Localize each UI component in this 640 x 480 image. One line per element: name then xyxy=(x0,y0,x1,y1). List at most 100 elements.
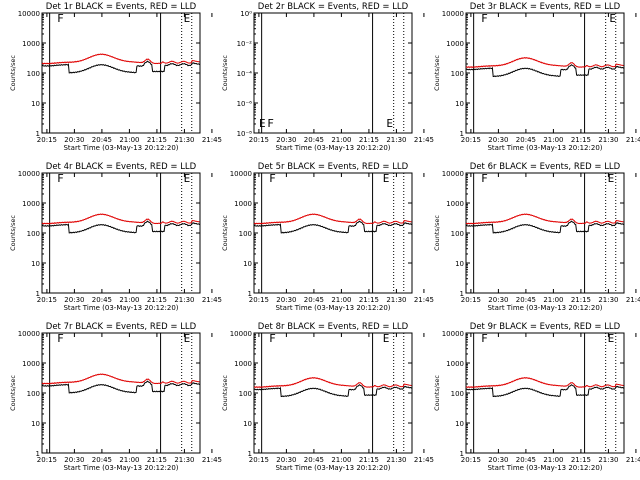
series-events xyxy=(41,60,200,74)
y-tick-label: 1 xyxy=(248,290,252,298)
x-tick-label: 21:45 xyxy=(414,456,434,464)
x-axis-label: Start Time (03-May-13 20:12:20) xyxy=(63,464,178,472)
event-marker-F: F xyxy=(267,117,274,130)
x-tick-label: 20:15 xyxy=(37,136,57,144)
event-marker-E: E xyxy=(259,117,266,130)
x-tick-label: 20:15 xyxy=(461,456,481,464)
y-tick-label: 10 xyxy=(31,420,40,428)
x-tick-label: 21:00 xyxy=(119,456,139,464)
x-tick-label: 20:15 xyxy=(37,456,57,464)
y-tick-label: 1000 xyxy=(446,360,464,368)
x-tick-label: 21:00 xyxy=(543,456,563,464)
y-tick-label: 10⁻⁶ xyxy=(237,100,253,108)
series-events xyxy=(253,220,412,234)
series-lld xyxy=(465,56,624,69)
panel-title: Det 2r BLACK = Events, RED = LLD xyxy=(258,2,409,12)
panel-det-3r: Det 3r BLACK = Events, RED = LLD 20:15 20:… xyxy=(433,2,640,152)
x-axis-label: Start Time (03-May-13 20:12:20) xyxy=(487,304,602,312)
x-tick-label: 21:15 xyxy=(147,456,167,464)
y-tick-label: 1000 xyxy=(446,40,464,48)
y-tick-label: 100 xyxy=(239,230,252,238)
x-tick-label: 20:30 xyxy=(64,136,84,144)
y-tick-label: 100 xyxy=(451,230,464,238)
plot-frame xyxy=(253,172,413,294)
y-tick-label: 1000 xyxy=(22,360,40,368)
x-tick-label: 20:30 xyxy=(276,296,296,304)
x-tick-label: 21:15 xyxy=(359,136,379,144)
x-axis-label: Start Time (03-May-13 20:12:20) xyxy=(487,144,602,152)
series-lld xyxy=(41,213,200,225)
x-tick-label: 20:15 xyxy=(249,136,269,144)
y-axis-label: Counts/sec xyxy=(221,215,229,251)
panel-title: Det 3r BLACK = Events, RED = LLD xyxy=(470,2,621,12)
x-tick-label: 20:45 xyxy=(304,456,324,464)
event-marker-F: F xyxy=(57,12,64,25)
panel-det-9r: Det 9r BLACK = Events, RED = LLD 20:15 20:… xyxy=(433,322,640,472)
y-tick-label: 1 xyxy=(460,290,464,298)
plot-frame xyxy=(465,172,625,294)
x-tick-label: 20:15 xyxy=(461,296,481,304)
event-marker-E: E xyxy=(184,12,191,25)
event-marker-E: E xyxy=(609,12,616,25)
event-marker-E: E xyxy=(608,332,615,345)
x-tick-label: 21:00 xyxy=(331,296,351,304)
y-axis-label: Counts/sec xyxy=(433,55,441,91)
event-marker-F: F xyxy=(57,172,64,185)
series-lld xyxy=(253,213,412,225)
y-tick-label: 10000 xyxy=(230,170,252,178)
y-axis-label: Counts/sec xyxy=(433,375,441,411)
x-tick-label: 21:15 xyxy=(147,136,167,144)
event-marker-E: E xyxy=(608,172,615,185)
plot-frame xyxy=(41,12,201,134)
x-tick-label: 21:00 xyxy=(543,296,563,304)
x-tick-label: 21:30 xyxy=(386,296,406,304)
x-tick-label: 20:45 xyxy=(92,136,112,144)
x-tick-label: 21:00 xyxy=(331,456,351,464)
y-tick-label: 100 xyxy=(451,390,464,398)
x-tick-label: 21:30 xyxy=(174,296,194,304)
y-tick-label: 100 xyxy=(27,230,40,238)
x-tick-label: 21:15 xyxy=(571,296,591,304)
series-lld xyxy=(465,376,624,389)
event-marker-E: E xyxy=(184,332,191,345)
x-tick-label: 21:00 xyxy=(543,136,563,144)
x-tick-label: 20:45 xyxy=(304,136,324,144)
y-tick-label: 1000 xyxy=(446,200,464,208)
plot-frame xyxy=(253,332,413,454)
x-axis-label: Start Time (03-May-13 20:12:20) xyxy=(63,144,178,152)
x-tick-label: 21:30 xyxy=(598,456,618,464)
y-tick-label: 1 xyxy=(36,450,40,458)
series-events xyxy=(465,384,624,398)
y-tick-label: 10000 xyxy=(442,330,464,338)
y-tick-label: 1000 xyxy=(234,200,252,208)
x-tick-label: 20:45 xyxy=(516,296,536,304)
y-axis-label: Counts/sec xyxy=(433,215,441,251)
panel-title: Det 5r BLACK = Events, RED = LLD xyxy=(258,162,409,172)
y-tick-label: 10000 xyxy=(18,330,40,338)
panel-det-4r: Det 4r BLACK = Events, RED = LLD 20:15 20:… xyxy=(9,162,222,312)
x-tick-label: 21:45 xyxy=(414,296,434,304)
series-events xyxy=(41,380,200,394)
series-lld xyxy=(253,376,412,389)
series-events xyxy=(41,220,200,234)
y-tick-label: 10 xyxy=(455,100,464,108)
series-events xyxy=(465,64,624,78)
x-tick-label: 21:45 xyxy=(202,296,222,304)
x-tick-label: 21:15 xyxy=(571,136,591,144)
x-tick-label: 20:45 xyxy=(92,296,112,304)
panel-title: Det 4r BLACK = Events, RED = LLD xyxy=(46,162,197,172)
event-marker-E: E xyxy=(386,117,393,130)
event-marker-F: F xyxy=(269,332,276,345)
x-axis-label: Start Time (03-May-13 20:12:20) xyxy=(275,304,390,312)
plot-frame xyxy=(41,172,201,294)
panel-title: Det 9r BLACK = Events, RED = LLD xyxy=(470,322,621,332)
y-tick-label: 10 xyxy=(243,420,252,428)
x-tick-label: 21:45 xyxy=(202,456,222,464)
x-tick-label: 20:45 xyxy=(304,296,324,304)
y-tick-label: 10 xyxy=(455,260,464,268)
x-tick-label: 21:30 xyxy=(598,136,618,144)
panel-det-5r: Det 5r BLACK = Events, RED = LLD 20:15 20:… xyxy=(221,162,434,312)
y-axis-label: Counts/sec xyxy=(9,55,17,91)
x-axis-label: Start Time (03-May-13 20:12:20) xyxy=(275,144,390,152)
